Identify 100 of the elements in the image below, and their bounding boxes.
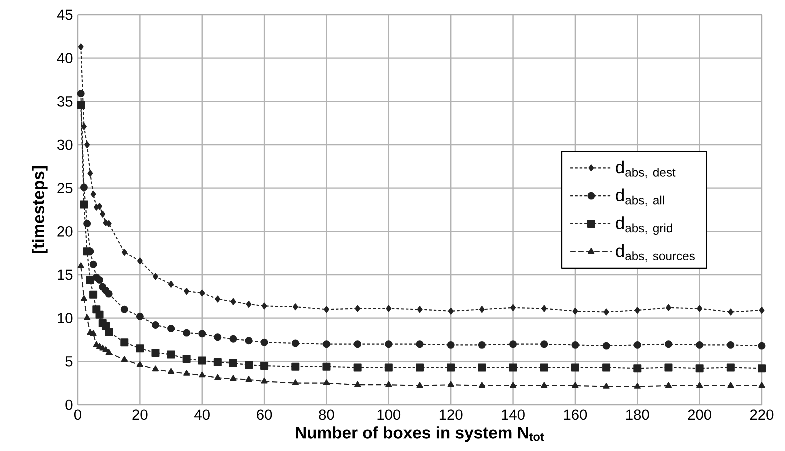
point <box>634 364 642 373</box>
point <box>634 307 640 314</box>
point <box>726 364 735 372</box>
x-tick-label: 160 <box>564 410 588 420</box>
point <box>385 340 393 348</box>
point <box>448 381 454 388</box>
y-tick-label: 30 <box>58 140 73 150</box>
point <box>77 101 86 110</box>
point <box>696 341 704 349</box>
point <box>572 382 579 388</box>
point <box>758 342 766 350</box>
point <box>78 262 84 268</box>
point <box>198 330 206 338</box>
point <box>603 383 610 389</box>
point <box>84 142 90 148</box>
point <box>230 375 237 382</box>
point <box>230 335 238 343</box>
point <box>416 340 424 348</box>
y-axis-title: [timesteps] <box>32 166 48 254</box>
point <box>182 355 191 364</box>
point <box>478 382 486 388</box>
point <box>229 359 238 368</box>
point <box>602 342 610 350</box>
point <box>230 298 236 306</box>
point <box>183 329 191 337</box>
point <box>246 376 252 382</box>
point <box>510 340 518 348</box>
point <box>136 312 144 320</box>
point <box>137 258 143 265</box>
point <box>96 276 104 284</box>
point <box>386 305 392 312</box>
x-tick-label: 120 <box>440 410 463 420</box>
x-tick-label: 80 <box>319 410 334 420</box>
point <box>664 340 672 348</box>
point <box>106 220 112 228</box>
point <box>136 344 144 353</box>
point <box>664 364 673 372</box>
point <box>292 380 299 386</box>
y-tick-label: 20 <box>58 226 73 237</box>
point <box>167 350 176 359</box>
point <box>184 370 190 376</box>
y-tick-label: 5 <box>66 356 73 367</box>
point <box>510 304 516 312</box>
point <box>417 306 423 314</box>
point <box>759 307 765 314</box>
point <box>386 381 392 388</box>
point <box>96 310 104 319</box>
y-tick-label: 45 <box>57 10 73 20</box>
point <box>696 382 704 388</box>
point <box>292 362 300 371</box>
point <box>168 325 176 332</box>
x-tick-label: 220 <box>750 410 774 420</box>
point <box>261 378 268 384</box>
point <box>292 304 298 311</box>
point <box>90 330 97 336</box>
point <box>245 361 254 370</box>
point <box>540 364 548 372</box>
point <box>260 338 268 346</box>
x-tick-label: 140 <box>502 410 525 420</box>
point <box>384 364 393 372</box>
point <box>90 290 98 299</box>
point <box>260 362 269 370</box>
point <box>121 356 128 362</box>
x-tick-label: 200 <box>688 410 712 420</box>
x-tick-label: 100 <box>378 410 401 420</box>
point <box>447 364 456 372</box>
point <box>214 358 222 367</box>
point <box>80 184 88 192</box>
point <box>105 328 114 336</box>
point <box>262 302 268 310</box>
point <box>727 341 735 349</box>
point <box>758 382 766 388</box>
point <box>214 334 222 342</box>
legend-label: $\mathrm{d}_{\mathrm{abs,\ sources}}$ <box>616 244 695 263</box>
point <box>572 308 578 315</box>
point <box>354 340 362 348</box>
point <box>120 306 128 314</box>
point <box>246 301 252 308</box>
point <box>152 366 160 372</box>
point <box>80 296 88 302</box>
point <box>136 361 144 368</box>
point <box>198 356 206 365</box>
point <box>634 341 642 349</box>
legend-label: $\mathrm{d}_{\mathrm{abs,\ all}}$ <box>616 188 664 207</box>
point <box>602 364 611 372</box>
point <box>168 281 174 288</box>
point <box>84 220 92 228</box>
point <box>728 308 734 316</box>
point <box>323 380 330 386</box>
legend-label: $\mathrm{d}_{\mathrm{abs,\ grid}}$ <box>616 216 672 236</box>
y-tick-label: 0 <box>66 400 73 410</box>
point <box>81 123 87 130</box>
point <box>199 372 206 378</box>
point <box>200 290 206 297</box>
point <box>665 382 672 388</box>
point <box>509 364 518 372</box>
point <box>80 200 88 209</box>
point <box>152 349 160 358</box>
x-tick-label: 40 <box>194 410 210 420</box>
point <box>479 306 485 314</box>
